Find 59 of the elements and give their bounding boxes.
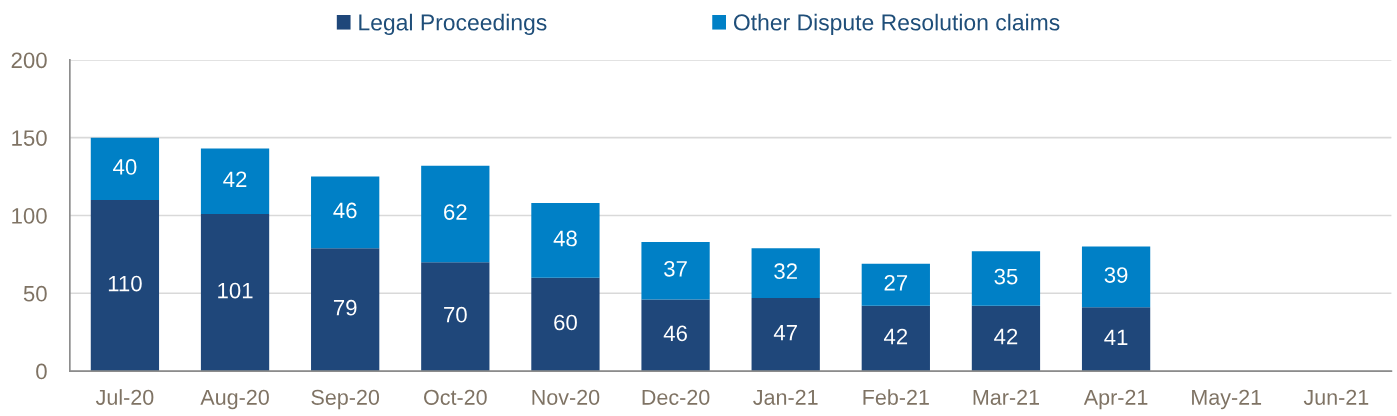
data-label: 32 — [774, 263, 797, 280]
data-label: 41 — [1104, 329, 1128, 345]
x-tick-label: Aug-20 — [200, 389, 269, 410]
bar — [641, 299, 710, 372]
bar — [531, 203, 600, 278]
bar — [90, 137, 160, 200]
data-label: 35 — [994, 268, 1018, 285]
data-label: 46 — [333, 202, 357, 219]
bar — [751, 297, 820, 372]
x-tick-label: Dec-20 — [642, 389, 710, 405]
bar — [90, 199, 160, 372]
data-label: 37 — [664, 260, 687, 277]
y-tick-label: 200 — [11, 52, 47, 69]
data-label: 27 — [884, 274, 908, 291]
bar — [861, 263, 930, 306]
x-tick-label: Feb-21 — [863, 389, 929, 405]
x-tick-label: Jun-21 — [1303, 389, 1369, 405]
data-label: 42 — [883, 328, 908, 345]
bar — [531, 277, 600, 372]
bar — [971, 251, 1041, 306]
data-label: 42 — [994, 328, 1018, 345]
data-label: 70 — [444, 306, 467, 323]
legend-label: Legal Proceedings — [359, 13, 547, 36]
data-label: 101 — [218, 282, 253, 299]
y-tick-label: 100 — [12, 208, 47, 224]
x-tick-label: Oct-20 — [424, 389, 487, 405]
bar — [1081, 307, 1151, 372]
bar — [861, 305, 930, 372]
x-tick-label: Sep-20 — [311, 389, 380, 410]
bar — [311, 176, 380, 249]
bar — [421, 262, 490, 372]
x-tick-label: Nov-20 — [532, 389, 600, 405]
x-tick-label: Jul-20 — [95, 389, 154, 405]
bar — [751, 248, 820, 298]
bar — [641, 241, 710, 300]
x-tick-label: May-21 — [1192, 389, 1262, 410]
data-label: 62 — [444, 204, 467, 220]
data-label: 47 — [773, 324, 797, 341]
bar — [971, 305, 1041, 372]
bar — [311, 248, 380, 372]
bar — [421, 165, 490, 263]
legend-label: Other Dispute Resolution claims — [733, 13, 1060, 36]
bar — [200, 213, 270, 372]
y-tick-label: 50 — [23, 285, 47, 302]
x-tick-label: Jan-21 — [753, 389, 818, 405]
data-label: 42 — [223, 171, 247, 188]
data-label: 60 — [554, 314, 577, 331]
x-tick-label: Apr-21 — [1083, 389, 1148, 410]
data-label: 46 — [663, 325, 687, 342]
bar — [200, 148, 270, 214]
y-tick-label: 0 — [36, 363, 47, 380]
x-tick-label: Mar-21 — [973, 389, 1039, 405]
data-label: 110 — [108, 275, 142, 292]
data-label: 39 — [1104, 267, 1128, 283]
bar — [1081, 246, 1151, 308]
data-label: 48 — [553, 230, 577, 247]
y-tick-label: 150 — [12, 130, 47, 146]
data-label: 79 — [333, 299, 357, 316]
data-label: 40 — [113, 159, 137, 175]
